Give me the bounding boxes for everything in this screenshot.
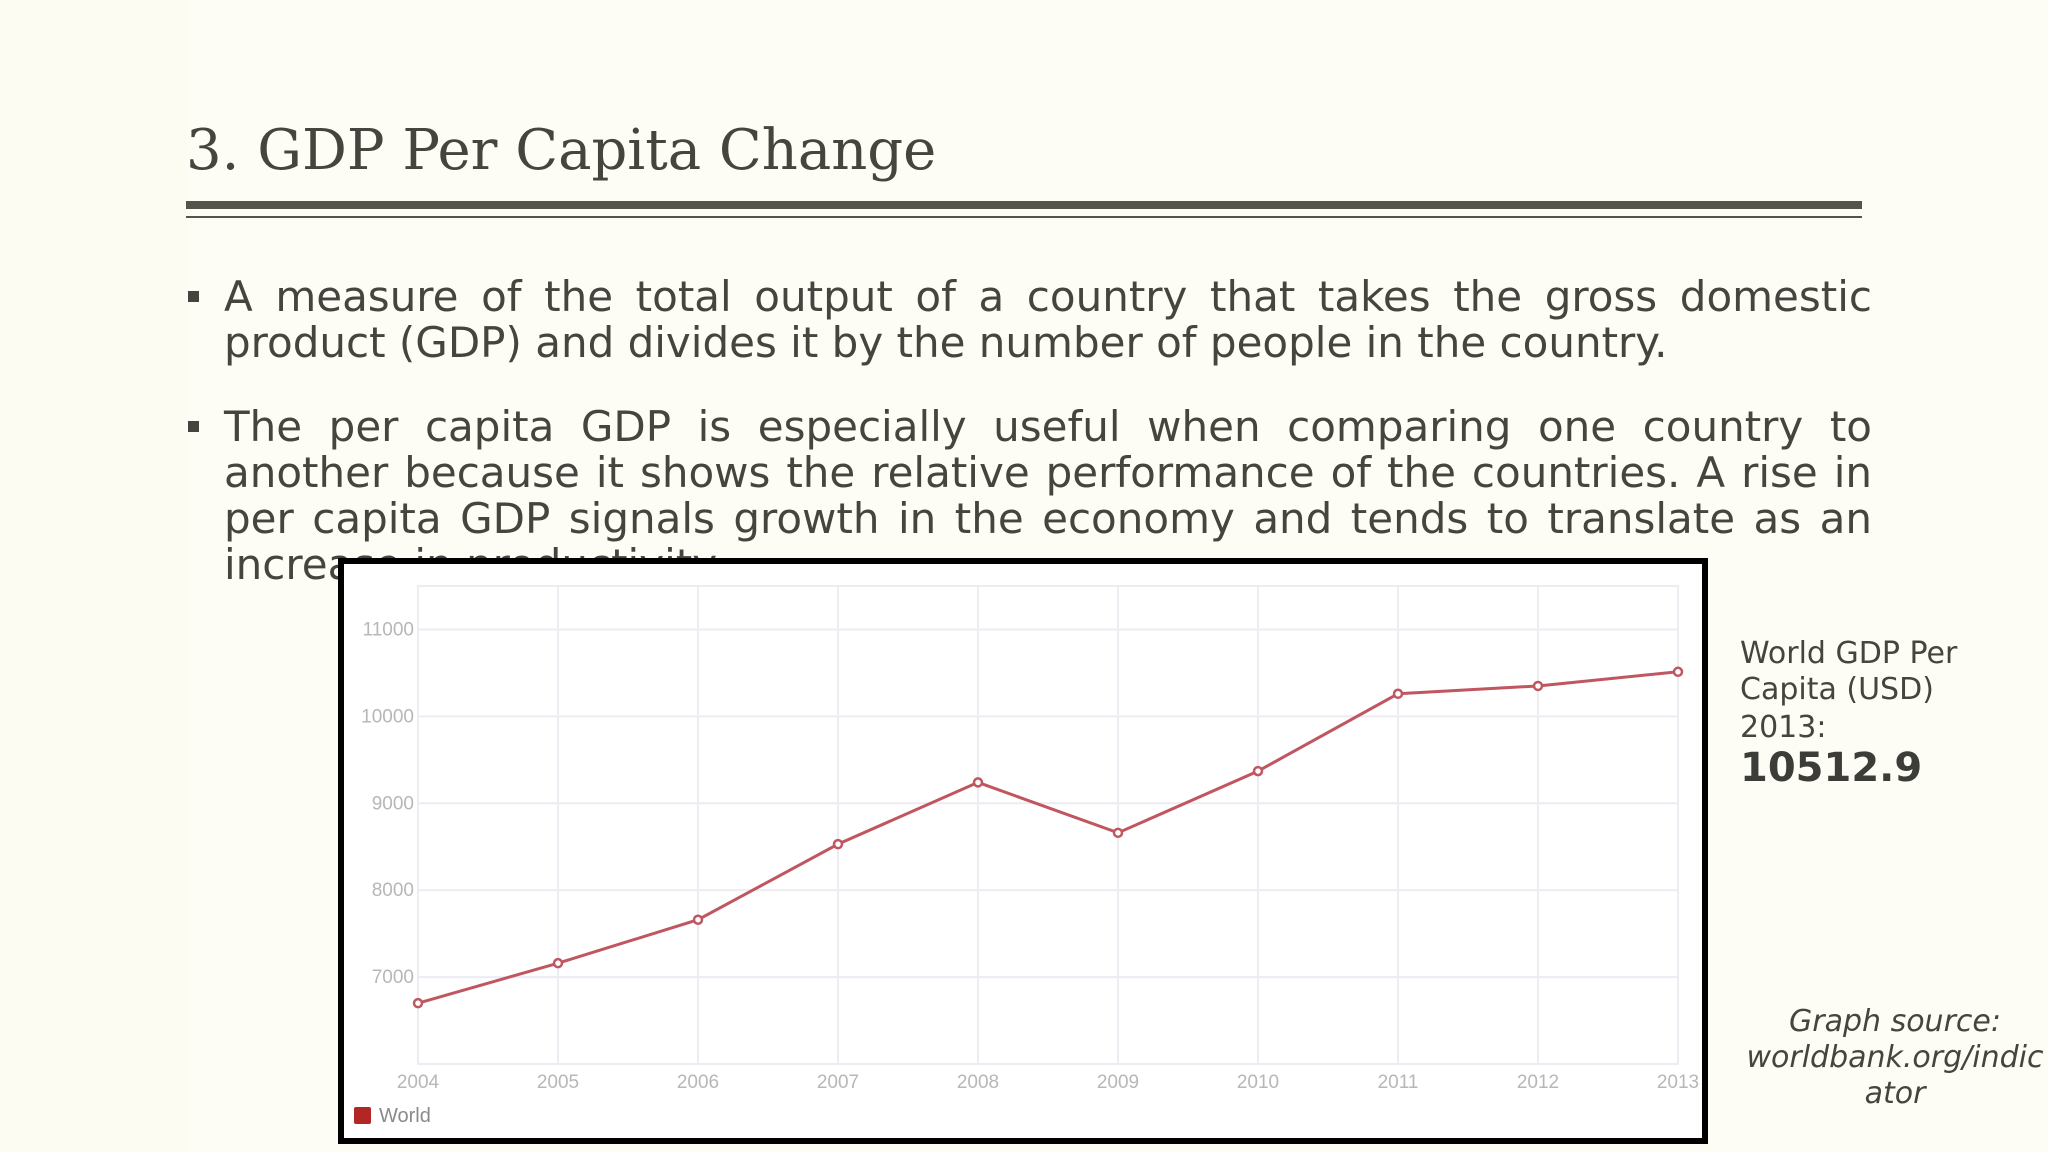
square-bullet-icon <box>188 291 199 302</box>
gdp-line-chart: 7000 8000 9000 10000 11000 2004 2005 2006 2007 20… <box>354 585 1699 1127</box>
title-rule-thick <box>186 201 1862 209</box>
y-tick-label: 11000 <box>363 619 414 640</box>
data-point <box>692 914 704 925</box>
side-note: World GDP Per Capita (USD) 2013: 10512.9 <box>1740 636 2000 792</box>
x-tick-label: 2013 <box>1657 1072 1699 1093</box>
gdp-chart-frame: 7000 8000 9000 10000 11000 2004 2005 2006 2007 20… <box>338 558 1708 1144</box>
side-note-value-line: 2013: 10512.9 <box>1740 708 2000 792</box>
x-tick-label: 2010 <box>1237 1072 1279 1093</box>
x-tick-label: 2011 <box>1378 1072 1419 1093</box>
graph-source: Graph source: worldbank.org/indic ator <box>1746 1004 2044 1111</box>
data-point <box>1392 688 1404 700</box>
bullet-text: A measure of the total output of a count… <box>224 272 1872 367</box>
x-tick-label: 2009 <box>1097 1072 1139 1093</box>
x-tick-label: 2005 <box>537 1072 579 1093</box>
data-point <box>1532 680 1544 692</box>
side-note-year: 2013: <box>1740 710 1827 745</box>
data-point <box>972 777 984 788</box>
bullet-item: A measure of the total output of a count… <box>186 274 1872 366</box>
plot-area <box>417 585 1679 1065</box>
y-tick-label: 7000 <box>372 967 414 988</box>
data-point <box>1112 827 1124 839</box>
side-note-value: 10512.9 <box>1740 745 1923 791</box>
data-point <box>552 957 564 969</box>
y-tick-label: 10000 <box>361 706 414 727</box>
x-tick-label: 2004 <box>397 1072 440 1093</box>
legend-label: World <box>379 1105 431 1127</box>
series-line-world <box>417 670 1679 1005</box>
data-point <box>832 838 844 850</box>
slide-title: 3. GDP Per Capita Change <box>186 118 937 183</box>
legend-swatch <box>354 1107 371 1124</box>
side-note-label: World GDP Per Capita (USD) <box>1740 636 1958 707</box>
x-tick-label: 2007 <box>817 1072 859 1093</box>
data-point <box>1672 666 1684 678</box>
data-point <box>412 997 424 1009</box>
left-margin-band <box>0 0 186 1152</box>
title-rule-thin <box>186 216 1862 218</box>
data-point <box>1252 765 1264 777</box>
square-bullet-icon <box>188 421 199 432</box>
x-tick-label: 2012 <box>1517 1072 1559 1093</box>
y-tick-label: 9000 <box>372 793 414 814</box>
x-tick-label: 2008 <box>957 1072 999 1093</box>
y-tick-label: 8000 <box>372 880 414 901</box>
x-tick-label: 2006 <box>677 1072 719 1093</box>
